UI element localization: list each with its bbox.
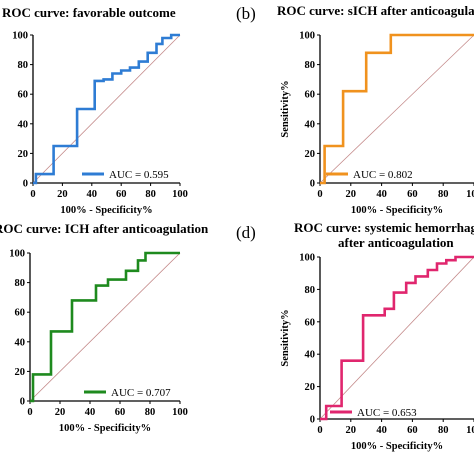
x-tick-label: 40 — [87, 189, 98, 200]
y-tick-label: 20 — [18, 149, 29, 160]
x-tick-label: 100 — [172, 407, 188, 418]
y-tick-label: 20 — [305, 382, 316, 393]
y-tick-label: 80 — [305, 60, 316, 71]
legend-label: AUC = 0.707 — [111, 387, 171, 399]
legend-label: AUC = 0.595 — [109, 169, 169, 181]
chart-title-line: ROC curve: ICH after anticoagulation — [0, 221, 209, 236]
y-tick-label: 60 — [305, 317, 316, 328]
x-tick-label: 0 — [30, 189, 35, 200]
y-tick-label: 100 — [9, 249, 25, 260]
panel-label: (b) — [236, 4, 256, 23]
x-tick-label: 60 — [115, 407, 126, 418]
chart-title-line: after anticoagulation — [338, 235, 454, 250]
y-tick-label: 0 — [23, 179, 28, 190]
x-tick-label: 20 — [57, 189, 68, 200]
roc-curve — [33, 33, 180, 185]
legend-label: AUC = 0.653 — [357, 407, 417, 419]
roc-panel-3: ROC curve: ICH after anticoagulation 0 20 4… — [0, 221, 209, 434]
x-axis-label: 100% - Specificity% — [351, 441, 443, 452]
y-tick-label: 80 — [18, 60, 29, 71]
reference-diagonal — [319, 256, 474, 420]
x-axis-label: 100% - Specificity% — [60, 205, 152, 216]
y-tick-label: 80 — [15, 278, 26, 289]
x-tick-label: 20 — [346, 189, 357, 200]
roc-panel-2: (b) ROC curve: sICH after anticoagulation… — [236, 3, 474, 216]
y-tick-label: 100 — [12, 31, 28, 42]
y-tick-label: 40 — [15, 337, 26, 348]
y-tick-label: 0 — [20, 397, 25, 408]
x-tick-label: 0 — [27, 407, 32, 418]
y-tick-label: 0 — [310, 179, 315, 190]
x-tick-label: 80 — [145, 407, 156, 418]
y-tick-label: 20 — [305, 149, 316, 160]
chart-title-line: ROC curve: systemic hemorrhage — [294, 220, 474, 235]
y-tick-label: 100 — [299, 31, 315, 42]
y-tick-label: 80 — [305, 285, 316, 296]
x-tick-label: 100 — [172, 189, 188, 200]
x-tick-label: 100 — [466, 425, 474, 436]
reference-diagonal — [319, 34, 474, 184]
y-axis-label: Sensitivity% — [280, 80, 291, 137]
legend-label: AUC = 0.802 — [353, 169, 413, 181]
roc-curve — [320, 33, 474, 185]
y-tick-label: 60 — [15, 308, 26, 319]
panel-label: (d) — [236, 223, 256, 242]
chart-title-line: ROC curve: favorable outcome — [2, 5, 176, 20]
x-axis-label: 100% - Specificity% — [351, 205, 443, 216]
x-tick-label: 80 — [145, 189, 156, 200]
y-tick-label: 20 — [15, 367, 26, 378]
x-tick-label: 60 — [407, 189, 418, 200]
reference-diagonal — [29, 252, 181, 402]
y-tick-label: 40 — [305, 350, 316, 361]
x-tick-label: 60 — [116, 189, 127, 200]
x-tick-label: 80 — [438, 189, 449, 200]
x-tick-label: 40 — [85, 407, 96, 418]
x-tick-label: 40 — [376, 189, 387, 200]
reference-diagonal — [32, 34, 181, 184]
x-tick-label: 100 — [466, 189, 474, 200]
x-tick-label: 40 — [376, 425, 387, 436]
y-tick-label: 0 — [310, 415, 315, 426]
x-tick-label: 60 — [407, 425, 418, 436]
y-axis-label: Sensitivity% — [280, 309, 291, 366]
y-tick-label: 40 — [305, 119, 316, 130]
y-tick-label: 40 — [18, 119, 29, 130]
roc-panel-1: ROC curve: favorable outcome 0 20 40 60 80 100… — [2, 5, 188, 216]
y-tick-label: 100 — [299, 253, 315, 264]
chart-title-line: ROC curve: sICH after anticoagulation — [277, 3, 474, 18]
x-axis-label: 100% - Specificity% — [59, 423, 151, 434]
roc-curve — [30, 251, 180, 403]
roc-curve — [320, 255, 474, 421]
x-tick-label: 20 — [346, 425, 357, 436]
y-tick-label: 60 — [18, 90, 29, 101]
x-tick-label: 80 — [438, 425, 449, 436]
x-tick-label: 0 — [317, 425, 322, 436]
y-tick-label: 60 — [305, 90, 316, 101]
x-tick-label: 0 — [317, 189, 322, 200]
x-tick-label: 20 — [55, 407, 66, 418]
